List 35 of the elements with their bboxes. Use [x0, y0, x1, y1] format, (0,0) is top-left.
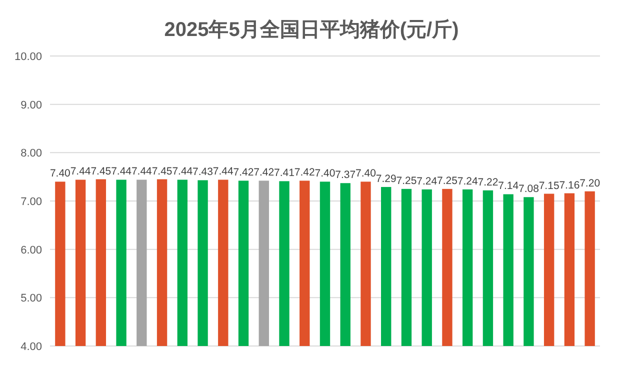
data-label: 7.29: [376, 172, 396, 185]
data-label: 7.22: [478, 176, 498, 188]
data-label: 7.44: [70, 166, 91, 178]
data-label: 7.45: [152, 165, 172, 178]
data-label: 7.44: [111, 166, 132, 178]
data-label: 7.40: [314, 168, 336, 180]
data-label: 7.41: [274, 167, 294, 180]
ytick: 7.00: [20, 196, 42, 208]
data-label: 7.20: [580, 177, 600, 190]
data-label: 7.15: [538, 180, 560, 192]
data-label: 7.37: [335, 169, 356, 182]
data-label: 7.42: [254, 166, 274, 179]
data-label: 7.14: [498, 180, 519, 192]
data-label: 7.25: [437, 174, 458, 187]
ytick: 5.00: [20, 292, 42, 305]
data-label: 7.44: [172, 166, 193, 178]
ytick: 8.00: [20, 148, 42, 160]
data-label: 7.24: [457, 175, 478, 188]
ytick: 10.00: [14, 51, 42, 63]
data-label: 7.08: [518, 183, 539, 196]
data-label: 7.43: [192, 166, 213, 178]
data-label: 7.25: [396, 174, 417, 187]
ytick: 9.00: [20, 99, 42, 112]
data-label: 7.24: [416, 175, 438, 188]
data-label: 7.40: [50, 168, 70, 180]
data-label: 7.42: [294, 166, 315, 179]
ytick: 6.00: [20, 244, 42, 256]
data-label: 7.16: [559, 179, 580, 192]
data-label: 7.44: [212, 166, 234, 178]
data-label: 7.45: [90, 165, 112, 178]
data-label: 7.40: [356, 168, 376, 180]
title: 2025年5月全国日平均猪价(元/斤): [164, 19, 459, 41]
data-label: 7.44: [131, 166, 152, 178]
ytick: 4.00: [20, 341, 42, 353]
data-label: 7.42: [233, 166, 254, 179]
